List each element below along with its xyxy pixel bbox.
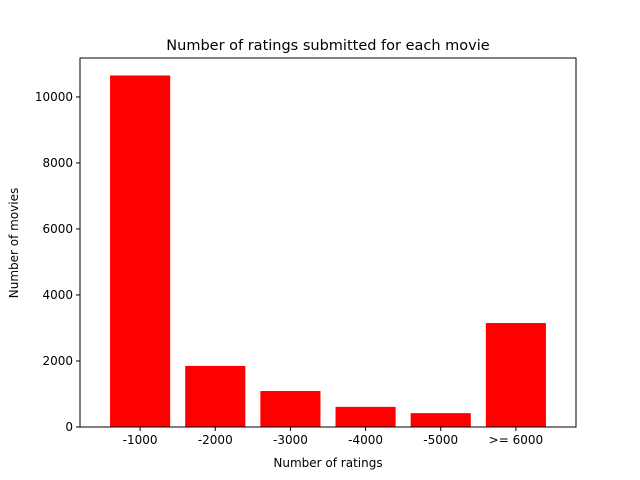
plot-frame — [79, 57, 577, 428]
x-axis-label: Number of ratings — [273, 456, 382, 470]
bar-2 — [260, 391, 321, 427]
x-tick-label: -4000 — [348, 433, 383, 447]
y-tick-label: 8000 — [42, 156, 73, 170]
y-tick-label: 4000 — [42, 288, 73, 302]
x-tick-label: -3000 — [273, 433, 308, 447]
bar-3 — [335, 406, 396, 427]
y-tick-label: 2000 — [42, 354, 73, 368]
y-tick-label: 6000 — [42, 222, 73, 236]
chart-title: Number of ratings submitted for each mov… — [166, 38, 489, 54]
x-tick-label: -5000 — [423, 433, 458, 447]
y-axis-ticks: 0 2000 4000 6000 8000 10000 — [35, 90, 80, 434]
y-axis-label: Number of movies — [7, 188, 21, 299]
y-tick-label: 10000 — [35, 90, 73, 104]
bar-0 — [110, 75, 171, 427]
bar-4 — [410, 413, 471, 427]
x-tick-label: >= 6000 — [489, 433, 543, 447]
bar-1 — [185, 365, 246, 427]
bars-group — [110, 75, 546, 427]
x-tick-label: -2000 — [198, 433, 233, 447]
x-tick-label: -1000 — [123, 433, 158, 447]
y-tick-label: 0 — [65, 420, 73, 434]
x-axis-ticks: -1000 -2000 -3000 -4000 -5000 >= 6000 — [123, 427, 543, 447]
bar-5 — [485, 323, 546, 427]
